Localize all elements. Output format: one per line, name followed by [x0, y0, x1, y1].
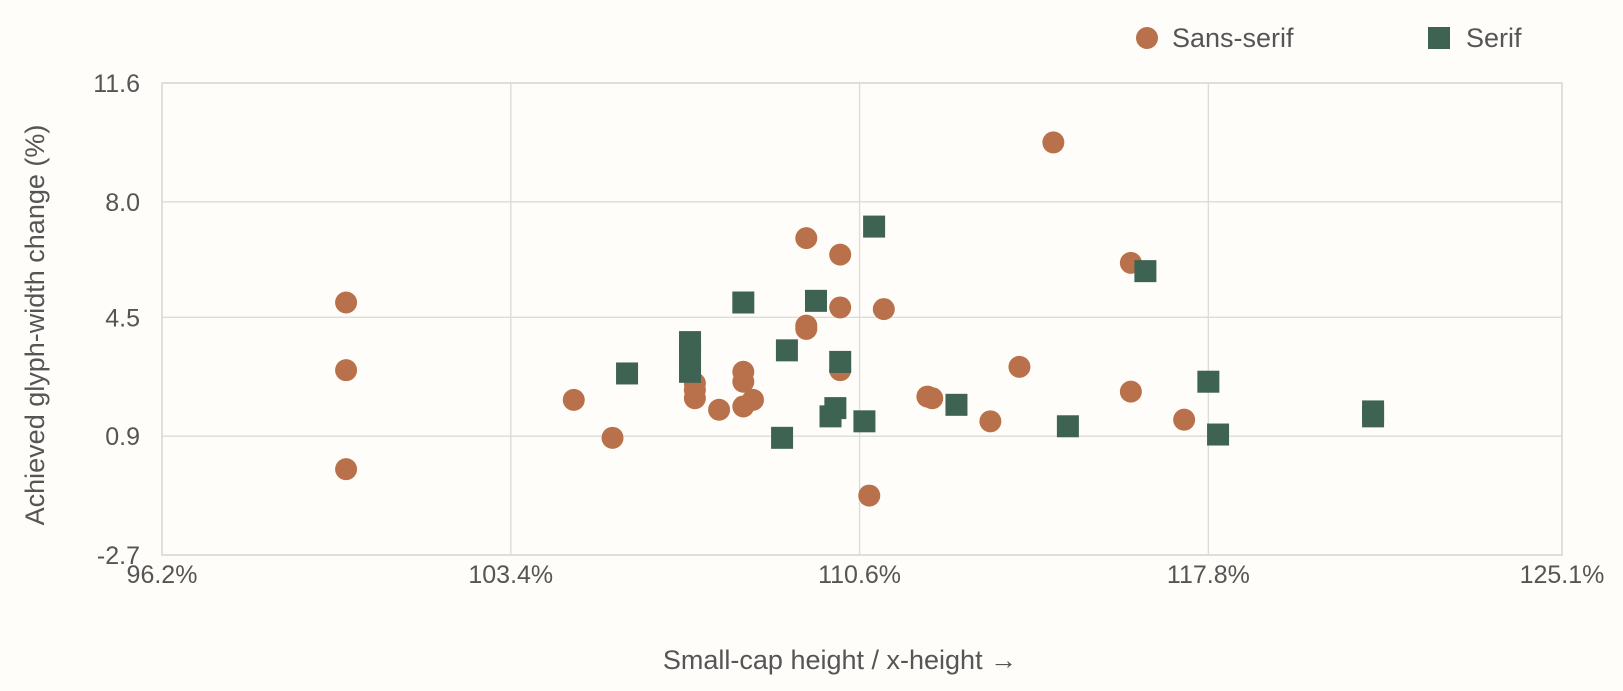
- data-point-serif: [804, 289, 827, 312]
- data-point-serif: [945, 393, 968, 416]
- plot-area-frame: [161, 82, 1563, 556]
- data-point-sans-serif: [795, 317, 818, 340]
- data-point-sans-serif: [795, 227, 818, 250]
- data-point-serif: [1056, 415, 1079, 438]
- data-point-sans-serif: [979, 410, 1002, 433]
- data-point-serif: [853, 410, 876, 433]
- data-point-serif: [616, 362, 639, 385]
- data-point-sans-serif: [921, 387, 944, 410]
- x-tick-labels: 96.2% 103.4% 110.6% 117.8% 125.1%: [127, 561, 1605, 589]
- data-point-serif: [679, 342, 702, 365]
- y-tick-label: 4.5: [105, 304, 140, 332]
- data-point-sans-serif: [335, 458, 358, 481]
- data-point-sans-serif: [742, 388, 765, 411]
- x-tick-label: 110.6%: [818, 561, 901, 589]
- y-axis-title: Achieved glyph-width change (%): [20, 125, 50, 526]
- y-tick-labels: -2.7 0.9 4.5 8.0 11.6: [93, 70, 140, 570]
- data-points: [335, 131, 1385, 507]
- data-point-serif: [1362, 400, 1385, 423]
- data-point-sans-serif: [872, 298, 895, 321]
- data-point-serif: [679, 360, 702, 383]
- legend-marker-serif: [1428, 27, 1450, 49]
- legend-label-serif: Serif: [1466, 23, 1522, 53]
- y-tick-label: 11.6: [93, 70, 140, 98]
- data-point-serif: [1197, 370, 1220, 393]
- data-point-serif: [771, 426, 794, 449]
- series-serif: [616, 215, 1385, 449]
- data-point-sans-serif: [562, 388, 585, 411]
- data-point-serif: [1207, 423, 1230, 446]
- data-point-serif: [1134, 260, 1157, 283]
- y-tick-label: 8.0: [105, 189, 140, 217]
- legend-label-sans-serif: Sans-serif: [1172, 23, 1294, 53]
- x-tick-label: 117.8%: [1167, 561, 1250, 589]
- data-point-sans-serif: [335, 291, 358, 314]
- data-point-sans-serif: [335, 359, 358, 382]
- gridlines: [161, 82, 1563, 556]
- data-point-sans-serif: [732, 370, 755, 393]
- data-point-sans-serif: [1008, 355, 1031, 378]
- data-point-serif: [863, 215, 886, 238]
- x-axis-title: Small-cap height / x-height →: [663, 645, 1017, 675]
- data-point-sans-serif: [601, 426, 624, 449]
- data-point-sans-serif: [1042, 131, 1065, 154]
- y-tick-label: 0.9: [105, 423, 140, 451]
- x-tick-label: 103.4%: [468, 561, 553, 589]
- data-point-sans-serif: [858, 484, 881, 507]
- legend: Sans-serif Serif: [1136, 23, 1522, 53]
- x-tick-label: 125.1%: [1520, 561, 1605, 589]
- data-point-serif: [829, 350, 852, 373]
- y-tick-label: -2.7: [97, 542, 140, 570]
- data-point-serif: [824, 397, 847, 420]
- series-sans-serif: [335, 131, 1196, 507]
- x-tick-label: 96.2%: [127, 561, 198, 589]
- legend-marker-sans-serif: [1136, 27, 1158, 49]
- data-point-sans-serif: [829, 243, 852, 266]
- data-point-serif: [775, 339, 798, 362]
- data-point-sans-serif: [708, 398, 731, 421]
- data-point-sans-serif: [1173, 408, 1196, 431]
- data-point-sans-serif: [683, 387, 706, 410]
- data-point-serif: [732, 291, 755, 314]
- data-point-sans-serif: [1119, 380, 1142, 403]
- data-point-sans-serif: [829, 296, 852, 319]
